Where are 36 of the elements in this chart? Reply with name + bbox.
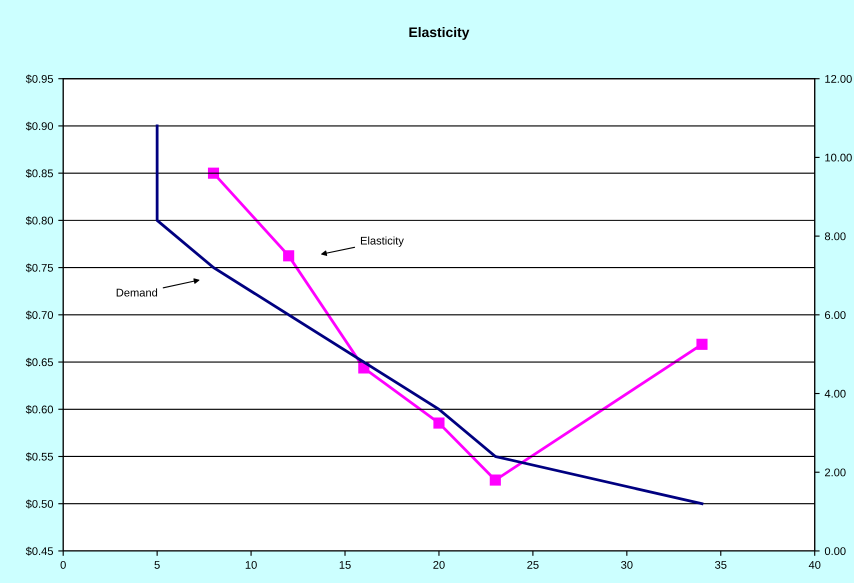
y-tick-label: $0.60 [26,405,54,414]
annotation: Elasticity [360,236,404,247]
y2-tick-label: 2.00 [824,468,846,476]
y-tick-label: $0.50 [26,500,54,509]
y-tick-label: $0.45 [26,546,54,556]
y-tick-label: $0.90 [26,122,54,131]
x-tick-label: 30 [621,560,633,569]
x-tick-label: 15 [340,561,351,569]
y2-tick-label: 8.00 [824,232,846,240]
y-tick-label: $0.75 [26,263,54,272]
y-tick-label: $0.55 [26,452,54,462]
x-tick-label: 10 [246,560,257,569]
y-tick-label: $0.80 [26,216,54,226]
y-tick-label: $0.85 [26,168,54,178]
y2-tick-label: 12.00 [825,74,852,83]
y-tick-label: $0.95 [26,74,54,84]
y2-tick-label: 0.00 [824,547,846,556]
x-tick-label: 35 [715,560,726,569]
line-series [156,124,704,506]
x-tick-label: 40 [808,560,820,569]
y2-tick-label: 4.00 [824,390,846,398]
point [490,474,501,486]
chart-title: Elasticity [409,26,470,40]
point [283,250,294,262]
point [208,168,220,179]
point [696,338,708,350]
y2-tick-label: 6.00 [825,311,846,319]
x-tick-label: 0 [60,560,66,569]
y2-tick-label: 10.00 [825,154,852,162]
x-tick-label: 5 [154,561,160,569]
y-tick-label: $0.70 [26,310,54,320]
annotation: Demand [116,288,158,297]
y-tick-label: $0.65 [26,358,54,367]
x-tick-label: 20 [433,560,445,569]
x-tick-label: 25 [527,560,539,569]
point [433,417,445,429]
